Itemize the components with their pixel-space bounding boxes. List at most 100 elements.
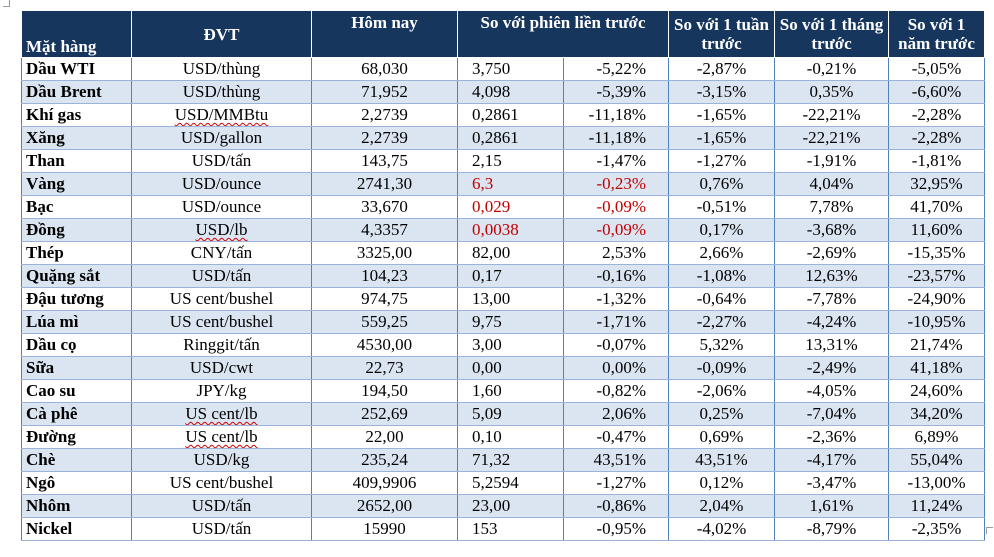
commodity-price-table: Mặt hàng ĐVT Hôm nay So với phiên liền t… xyxy=(21,10,986,541)
cell-item: Chè xyxy=(21,448,132,472)
table-row: Thép CNY/tấn 3325,00 82,00 2,53% 2,66% -2,69% -… xyxy=(21,241,986,265)
cell-today: 235,24 xyxy=(311,448,458,472)
cell-change-pct: -0,07% xyxy=(562,333,670,357)
cell-year: -15,35% xyxy=(888,241,986,265)
cell-week: -3,15% xyxy=(668,80,776,104)
table-row: Chè USD/kg 235,24 71,32 43,51% 43,51% -4,17% 55… xyxy=(21,448,986,472)
cell-today: 2652,00 xyxy=(311,494,458,518)
cell-today: 194,50 xyxy=(311,379,458,403)
cell-today: 22,00 xyxy=(311,425,458,449)
cell-week: 43,51% xyxy=(668,448,776,472)
cell-unit: USD/lb xyxy=(131,218,312,242)
table-row: Nickel USD/tấn 15990 153 -0,95% -4,02% -8,79% -… xyxy=(21,517,986,541)
table-row: Khí gas USD/MMBtu 2,2739 0,2861 -11,18% -1,65… xyxy=(21,103,986,127)
cell-week: -1,08% xyxy=(668,264,776,288)
table-row: Dầu WTI USD/thùng 68,030 3,750 -5,22% -2,87% -… xyxy=(21,57,986,81)
cell-year: -2,28% xyxy=(888,126,986,150)
cell-change: 23,00 xyxy=(457,494,564,518)
cell-unit: USD/gallon xyxy=(131,126,312,150)
cell-change-pct: -5,22% xyxy=(562,57,670,81)
cell-item: Đường xyxy=(21,425,132,449)
cell-change: 153 xyxy=(457,517,564,541)
cell-item: Dầu Brent xyxy=(21,80,132,104)
cell-item: Đậu tương xyxy=(21,287,132,311)
cell-change-pct: -5,39% xyxy=(562,80,670,104)
cell-week: 0,76% xyxy=(668,172,776,196)
cell-change: 3,750 xyxy=(457,57,564,81)
header-unit: ĐVT xyxy=(131,10,312,58)
cell-unit: US cent/lb xyxy=(131,425,312,449)
table-row: Dầu cọ Ringgit/tấn 4530,00 3,00 -0,07% 5,32% 1… xyxy=(21,333,986,357)
cell-unit: US cent/bushel xyxy=(131,310,312,334)
unit-text: US cent/lb xyxy=(185,427,258,446)
cell-week: 0,12% xyxy=(668,471,776,495)
cell-year: -2,35% xyxy=(888,517,986,541)
cell-month: -0,21% xyxy=(774,57,890,81)
page-corner-mark-bottom-right xyxy=(986,527,993,534)
table-row: Cà phê US cent/lb 252,69 5,09 2,06% 0,25% -7,0… xyxy=(21,402,986,426)
cell-item: Sữa xyxy=(21,356,132,380)
cell-change-pct: -11,18% xyxy=(562,103,670,127)
cell-change: 5,09 xyxy=(457,402,564,426)
cell-week: -0,51% xyxy=(668,195,776,219)
cell-today: 71,952 xyxy=(311,80,458,104)
cell-change-pct: -1,27% xyxy=(562,471,670,495)
cell-change-pct: -0,95% xyxy=(562,517,670,541)
cell-item: Khí gas xyxy=(21,103,132,127)
cell-week: -0,64% xyxy=(668,287,776,311)
cell-unit: USD/tấn xyxy=(131,149,312,173)
table-row: Ngô US cent/bushel 409,9906 5,2594 -1,27% 0,1… xyxy=(21,471,986,495)
cell-month: 13,31% xyxy=(774,333,890,357)
cell-item: Bạc xyxy=(21,195,132,219)
cell-unit: USD/tấn xyxy=(131,517,312,541)
cell-change: 0,00 xyxy=(457,356,564,380)
cell-month: -8,79% xyxy=(774,517,890,541)
cell-change: 4,098 xyxy=(457,80,564,104)
cell-item: Dầu cọ xyxy=(21,333,132,357)
cell-month: -4,24% xyxy=(774,310,890,334)
cell-item: Cà phê xyxy=(21,402,132,426)
cell-today: 4530,00 xyxy=(311,333,458,357)
cell-year: 6,89% xyxy=(888,425,986,449)
cell-change-pct: -0,23% xyxy=(562,172,670,196)
cell-change-pct: 43,51% xyxy=(562,448,670,472)
cell-change-pct: -0,16% xyxy=(562,264,670,288)
cell-change-pct: -0,09% xyxy=(562,195,670,219)
cell-month: -4,05% xyxy=(774,379,890,403)
cell-today: 2,2739 xyxy=(311,103,458,127)
cell-change: 71,32 xyxy=(457,448,564,472)
cell-year: 41,18% xyxy=(888,356,986,380)
cell-item: Quặng sắt xyxy=(21,264,132,288)
cell-unit: CNY/tấn xyxy=(131,241,312,265)
cell-change: 3,00 xyxy=(457,333,564,357)
cell-today: 974,75 xyxy=(311,287,458,311)
header-today: Hôm nay xyxy=(311,10,458,58)
cell-item: Ngô xyxy=(21,471,132,495)
cell-year: 24,60% xyxy=(888,379,986,403)
cell-week: 0,17% xyxy=(668,218,776,242)
cell-month: -7,04% xyxy=(774,402,890,426)
cell-today: 3325,00 xyxy=(311,241,458,265)
cell-month: 4,04% xyxy=(774,172,890,196)
cell-item: Nhôm xyxy=(21,494,132,518)
cell-month: 1,61% xyxy=(774,494,890,518)
header-year: So với 1 năm trước xyxy=(888,10,986,58)
cell-change: 9,75 xyxy=(457,310,564,334)
cell-year: -1,81% xyxy=(888,149,986,173)
cell-month: -2,49% xyxy=(774,356,890,380)
cell-year: -10,95% xyxy=(888,310,986,334)
unit-text: USD/MMBtu xyxy=(174,105,269,124)
cell-today: 2741,30 xyxy=(311,172,458,196)
cell-change: 0,2861 xyxy=(457,126,564,150)
cell-change-pct: -0,47% xyxy=(562,425,670,449)
cell-today: 15990 xyxy=(311,517,458,541)
cell-week: 2,04% xyxy=(668,494,776,518)
table-body: Dầu WTI USD/thùng 68,030 3,750 -5,22% -2,87% -… xyxy=(21,57,986,541)
cell-today: 68,030 xyxy=(311,57,458,81)
header-prev-session: So với phiên liền trước xyxy=(456,10,670,58)
cell-year: -24,90% xyxy=(888,287,986,311)
header-item: Mặt hàng xyxy=(21,10,132,58)
table-row: Cao su JPY/kg 194,50 1,60 -0,82% -2,06% -4,05%… xyxy=(21,379,986,403)
table-row: Đồng USD/lb 4,3357 0,0038 -0,09% 0,17% -3,68% 1… xyxy=(21,218,986,242)
cell-week: -2,06% xyxy=(668,379,776,403)
